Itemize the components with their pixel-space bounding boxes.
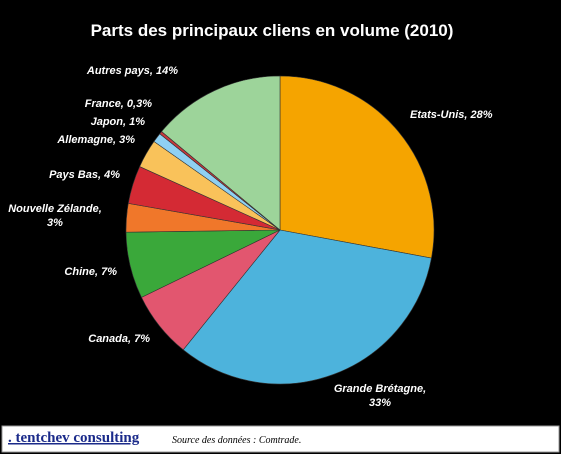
- brand: . tentchev consulting: [8, 430, 140, 446]
- label-line: Pays Bas, 4%: [49, 169, 120, 181]
- pie-slice: [182, 229, 432, 385]
- label-line: Chine, 7%: [64, 266, 117, 278]
- data-label: Chine, 7%: [64, 266, 117, 278]
- label-line: Allemagne, 3%: [56, 134, 135, 146]
- pie-slice: [279, 75, 435, 259]
- data-label: Etats-Unis, 28%: [410, 109, 493, 121]
- source: Source des données : Comtrade.: [172, 435, 301, 446]
- data-label: Pays Bas, 4%: [49, 169, 120, 181]
- label-line: Autres pays, 14%: [86, 65, 178, 77]
- data-label: Japon, 1%: [91, 116, 146, 128]
- data-label: Allemagne, 3%: [56, 134, 135, 146]
- data-label: Autres pays, 14%: [86, 65, 178, 77]
- label-line: 33%: [369, 397, 391, 409]
- footer-box: [1, 425, 560, 453]
- label-line: Nouvelle Zélande,: [8, 203, 102, 215]
- data-label: Canada, 7%: [88, 333, 150, 345]
- label-line: 3%: [47, 217, 63, 229]
- label-line: Grande Brétagne,: [334, 383, 426, 395]
- chart-title: Parts des principaux cliens en volume (2…: [91, 21, 454, 40]
- label-line: Etats-Unis, 28%: [410, 109, 493, 121]
- label-line: France, 0,3%: [85, 98, 152, 110]
- data-label: Nouvelle Zélande, 3%: [8, 203, 102, 229]
- pie-slice: [161, 75, 281, 231]
- label-line: Japon, 1%: [91, 116, 146, 128]
- label-line: Canada, 7%: [88, 333, 150, 345]
- data-label: Grande Brétagne, 33%: [334, 383, 426, 409]
- data-label: France, 0,3%: [85, 98, 152, 110]
